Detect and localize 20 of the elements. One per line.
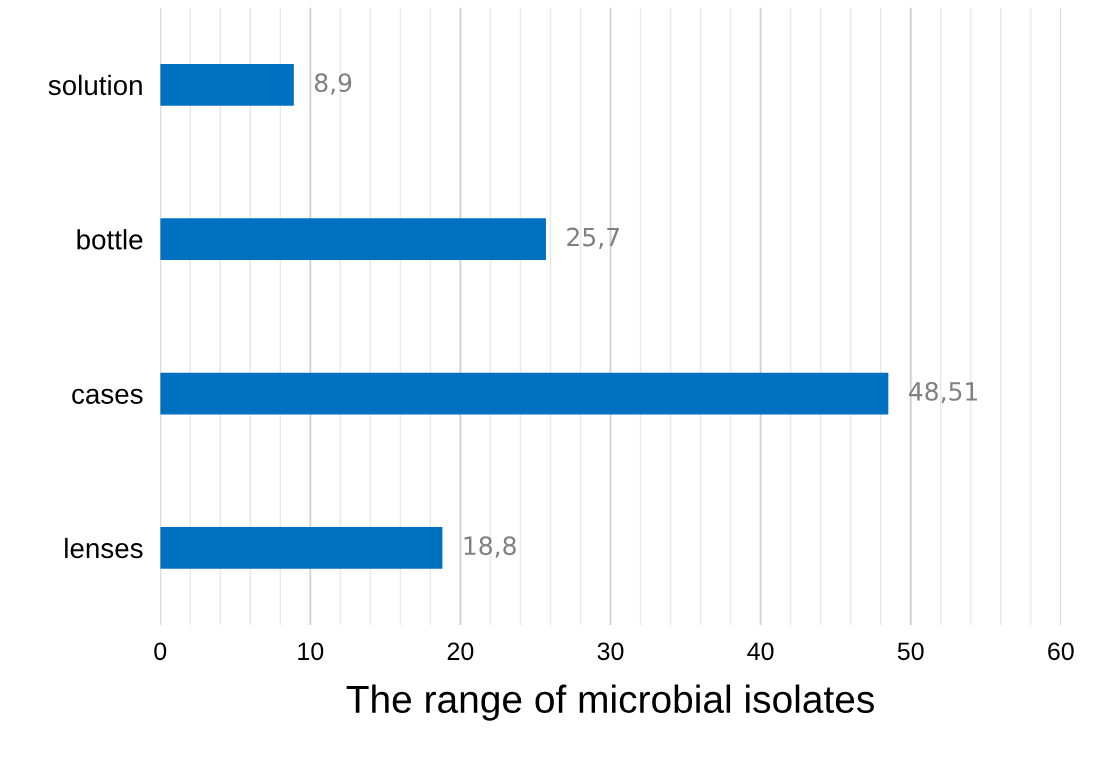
x-tick-label: 50 [897, 642, 924, 661]
bar [160, 372, 889, 415]
x-axis-title: The range of microbial isolates [346, 684, 874, 721]
bar [160, 218, 546, 261]
x-tick-label: 60 [1048, 642, 1074, 661]
y-tick-label: lenses [65, 537, 143, 559]
x-tick-label: 10 [298, 642, 324, 661]
data-label: 48,51 [909, 381, 978, 404]
y-tick-label: cases [72, 388, 143, 404]
y-tick-label: bottle [77, 229, 143, 250]
x-tick-label: 30 [597, 642, 624, 661]
data-label: 8,9 [314, 73, 352, 95]
y-tick-label: solution [48, 74, 142, 96]
x-tick-label: 40 [747, 642, 774, 661]
bar [160, 527, 443, 569]
data-label: 18,8 [464, 536, 516, 558]
bar [160, 64, 294, 106]
x-tick-label: 0 [154, 642, 167, 661]
x-tick-label: 20 [447, 642, 474, 661]
data-label: 25,7 [567, 227, 619, 250]
